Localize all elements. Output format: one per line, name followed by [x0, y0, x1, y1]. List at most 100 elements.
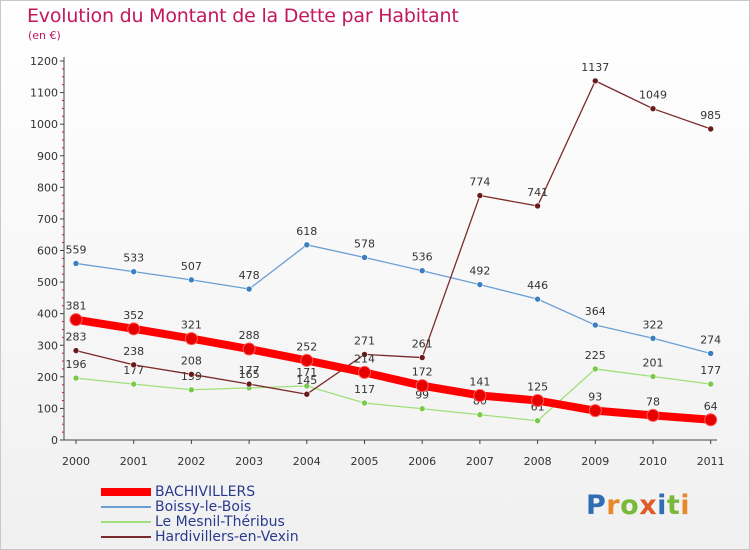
- data-label: 165: [239, 368, 260, 381]
- y-tick-label: 1200: [30, 55, 58, 68]
- unit-label: (en €): [28, 29, 61, 42]
- data-point: [476, 411, 484, 419]
- x-tick-label: 2000: [62, 455, 90, 468]
- data-point: [130, 361, 137, 369]
- y-tick-label: 500: [37, 276, 58, 289]
- data-point: [707, 350, 715, 357]
- data-point: [588, 404, 602, 418]
- data-point: [188, 386, 195, 394]
- data-label: 274: [700, 333, 721, 346]
- data-point: [473, 388, 487, 402]
- legend-swatch: [101, 488, 151, 496]
- x-tick-label: 2007: [466, 455, 494, 468]
- legend-item: BACHIVILLERS: [101, 484, 361, 500]
- legend-swatch: [101, 536, 151, 538]
- data-label: 125: [527, 381, 548, 394]
- data-label: 533: [123, 252, 144, 265]
- data-point: [130, 268, 137, 275]
- legend-item: Boissy-le-Bois: [101, 499, 361, 515]
- logo-letter: i: [657, 490, 667, 521]
- x-tick-label: 2003: [235, 455, 263, 468]
- legend-label: Hardivillers-en-Vexin: [155, 529, 299, 545]
- data-point: [534, 417, 541, 425]
- data-point: [127, 322, 141, 336]
- legend-swatch: [101, 506, 151, 508]
- data-point: [72, 374, 80, 382]
- data-label: 578: [354, 237, 375, 250]
- data-label: 381: [66, 300, 87, 313]
- logo-letter: t: [666, 490, 681, 521]
- data-point: [303, 390, 311, 398]
- y-tick-label: 0: [51, 434, 58, 447]
- y-tick-label: 600: [37, 245, 58, 258]
- data-label: 78: [646, 395, 660, 408]
- legend-swatch: [101, 521, 151, 523]
- x-tick-label: 2011: [697, 455, 725, 468]
- data-point: [534, 295, 541, 303]
- y-tick-label: 1100: [30, 87, 58, 100]
- logo-letter: r: [606, 490, 621, 521]
- data-label: 478: [239, 269, 260, 282]
- x-tick-label: 2010: [639, 455, 667, 468]
- logo-letter: o: [620, 490, 640, 521]
- data-point: [418, 267, 426, 275]
- data-point: [418, 405, 426, 413]
- legend-label: BACHIVILLERS: [155, 484, 256, 500]
- data-point: [303, 241, 311, 249]
- data-label: 225: [585, 349, 606, 362]
- data-point: [476, 281, 484, 288]
- data-label: 238: [123, 345, 144, 358]
- logo-letter: x: [639, 490, 658, 521]
- data-point: [415, 379, 429, 393]
- legend: BACHIVILLERS Boissy-le-Bois Le Mesnil-Thér…: [101, 484, 361, 545]
- data-point: [188, 276, 195, 284]
- proxiti-logo: Proxiti: [586, 490, 690, 521]
- data-label: 117: [354, 383, 375, 396]
- legend-item: Hardivillers-en-Vexin: [101, 529, 361, 545]
- data-label: 214: [354, 352, 375, 365]
- x-tick-label: 2009: [581, 455, 609, 468]
- data-label: 177: [700, 364, 721, 377]
- data-label: 536: [412, 251, 433, 264]
- x-tick-label: 2001: [120, 455, 148, 468]
- data-label: 145: [296, 374, 317, 387]
- data-label: 322: [643, 318, 664, 331]
- data-point: [303, 382, 311, 390]
- data-label: 618: [296, 225, 317, 238]
- x-tick-label: 2004: [293, 455, 321, 468]
- data-point: [476, 192, 484, 199]
- data-point: [72, 347, 80, 354]
- data-point: [704, 413, 718, 427]
- data-label: 288: [239, 329, 260, 342]
- data-point: [69, 313, 83, 327]
- data-point: [130, 380, 137, 388]
- data-label: 321: [181, 319, 202, 332]
- data-label: 364: [585, 305, 606, 318]
- data-point: [245, 380, 253, 388]
- data-point: [707, 125, 715, 133]
- data-point: [188, 371, 195, 378]
- data-point: [534, 202, 541, 210]
- data-point: [242, 342, 256, 356]
- data-point: [184, 332, 198, 346]
- data-label: 93: [588, 391, 602, 404]
- series-line-bachivillers: [72, 315, 715, 424]
- y-tick-label: 200: [37, 371, 58, 384]
- y-tick-label: 700: [37, 213, 58, 226]
- data-point: [361, 399, 368, 407]
- y-tick-label: 400: [37, 308, 58, 321]
- x-tick-label: 2008: [524, 455, 552, 468]
- data-point: [707, 380, 715, 388]
- x-tick-label: 2002: [177, 455, 205, 468]
- data-point: [646, 408, 660, 422]
- data-point: [591, 365, 599, 373]
- data-label: 252: [296, 340, 317, 353]
- series-line-hardivillers-en-vexin: [75, 80, 712, 395]
- data-label: 271: [354, 334, 375, 347]
- data-label: 774: [469, 176, 490, 189]
- data-point: [649, 373, 657, 380]
- data-label: 64: [704, 400, 718, 413]
- data-label: 196: [66, 358, 87, 371]
